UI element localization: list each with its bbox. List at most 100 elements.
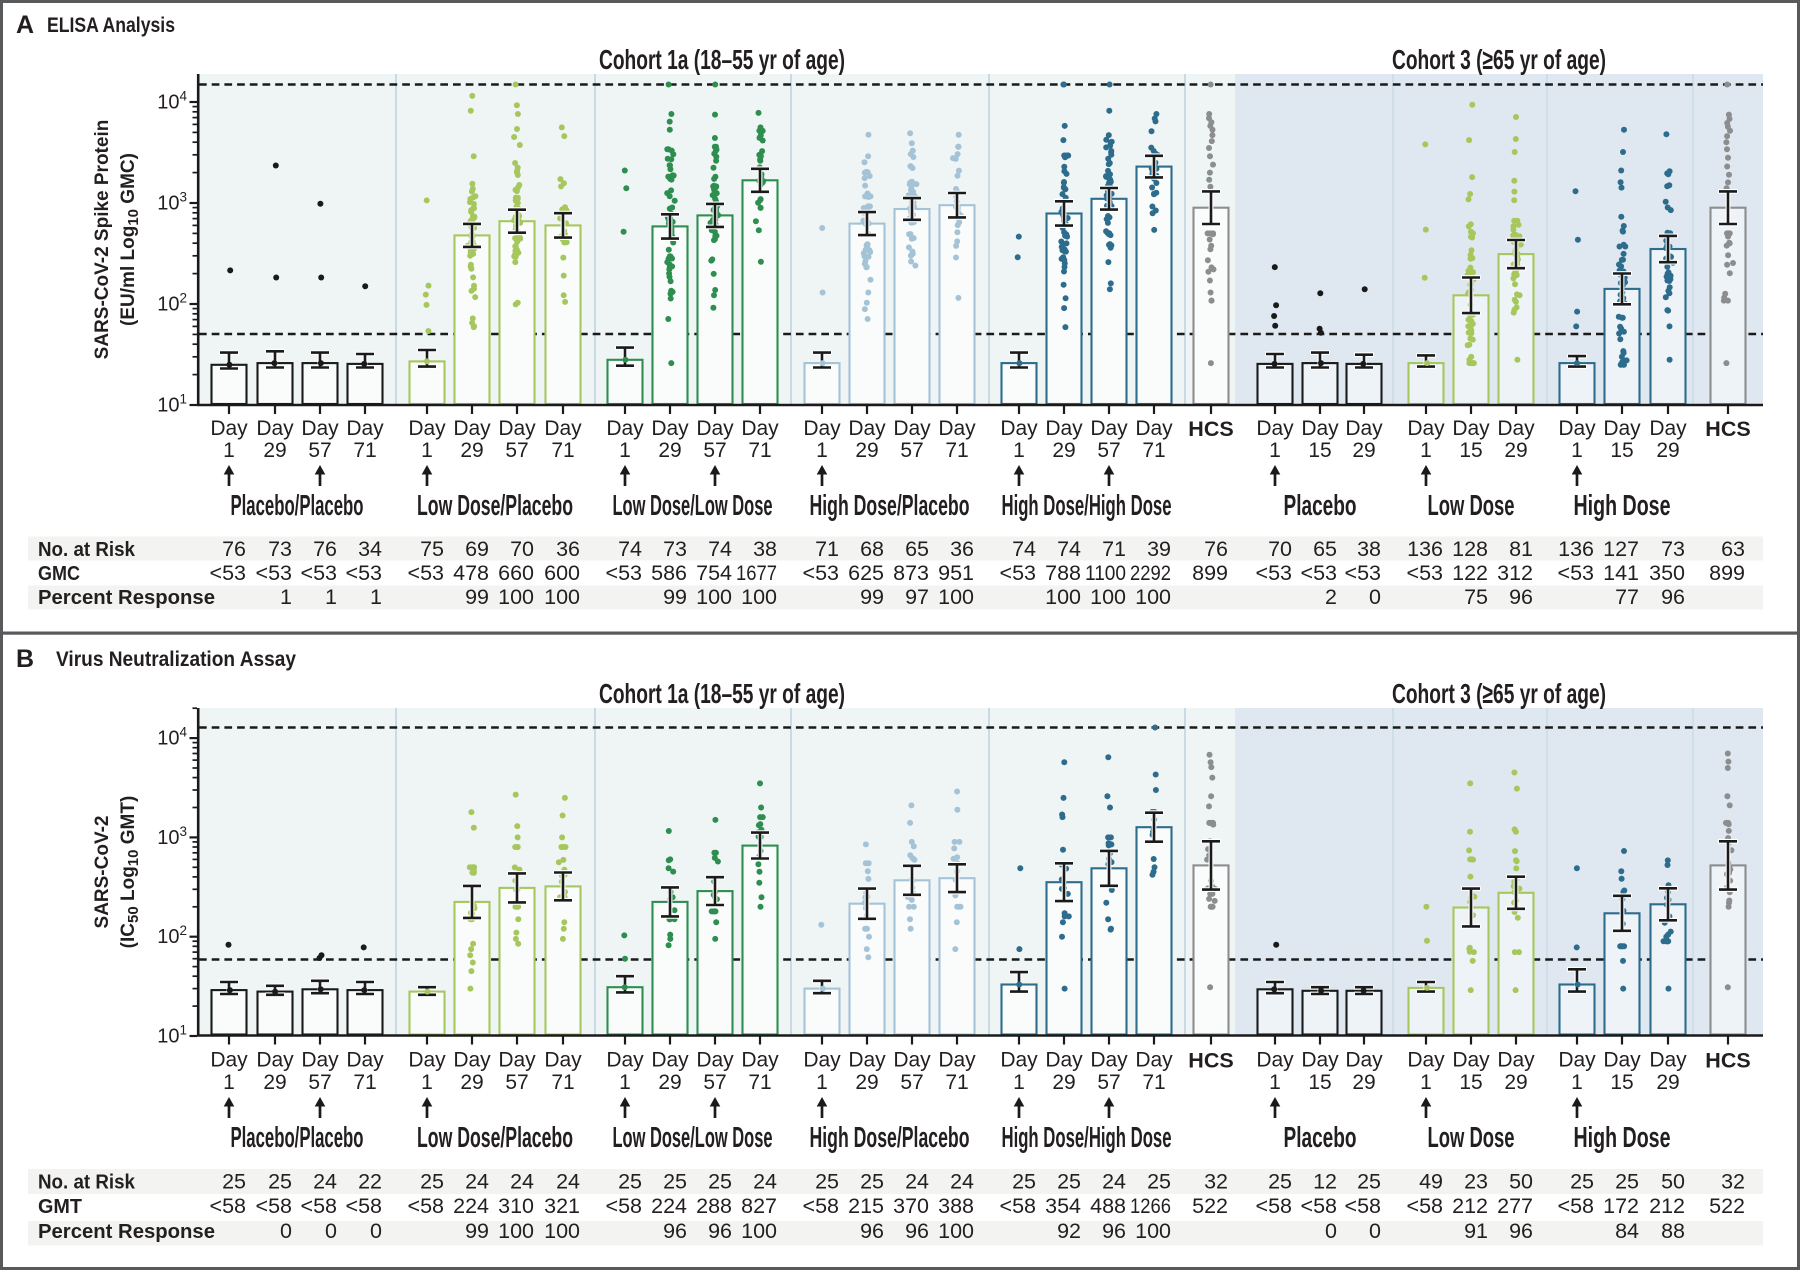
svg-text:100: 100 [1135,1219,1171,1243]
svg-text:128: 128 [1452,537,1488,561]
svg-text:71: 71 [945,1071,968,1094]
svg-text:Day: Day [1045,417,1083,440]
svg-text:370: 370 [893,1194,929,1218]
svg-text:0: 0 [1325,1219,1337,1243]
svg-text:High Dose: High Dose [1574,490,1671,522]
svg-text:96: 96 [1102,1219,1126,1243]
svg-text:76: 76 [313,537,337,561]
svg-text:Day: Day [606,417,644,440]
svg-text:25: 25 [1268,1170,1292,1194]
svg-text:212: 212 [1452,1194,1488,1218]
svg-text:29: 29 [1352,439,1375,462]
svg-text:1: 1 [1420,1071,1432,1094]
svg-text:1266: 1266 [1130,1194,1171,1218]
svg-text:High Dose/High Dose: High Dose/High Dose [1002,1122,1172,1154]
svg-text:Day: Day [1603,417,1641,440]
svg-text:1: 1 [1013,439,1025,462]
svg-text:488: 488 [1090,1194,1126,1218]
svg-text:57: 57 [1097,439,1120,462]
svg-text:24: 24 [465,1170,489,1194]
svg-text:Percent Response: Percent Response [38,1220,215,1243]
svg-text:1677: 1677 [736,561,777,585]
svg-text:24: 24 [556,1170,580,1194]
svg-text:Day: Day [1256,1049,1294,1072]
svg-text:Day: Day [498,417,536,440]
svg-text:Low Dose: Low Dose [1428,490,1515,522]
svg-text:Low Dose/Low Dose: Low Dose/Low Dose [613,490,773,522]
svg-text:81: 81 [1509,537,1533,561]
svg-text:Day: Day [1497,417,1535,440]
svg-text:71: 71 [748,1071,771,1094]
svg-text:Day: Day [1045,1049,1083,1072]
svg-text:478: 478 [453,561,489,585]
svg-text:71: 71 [353,439,376,462]
svg-text:625: 625 [848,561,884,585]
svg-text:Low Dose/Placebo: Low Dose/Placebo [417,1122,573,1154]
svg-text:57: 57 [900,1071,923,1094]
svg-text:57: 57 [308,439,331,462]
svg-text:Low Dose/Low Dose: Low Dose/Low Dose [613,1122,773,1154]
svg-text:<58: <58 [301,1194,338,1218]
svg-text:312: 312 [1497,561,1533,585]
svg-text:B: B [16,645,34,673]
svg-text:No. at Risk: No. at Risk [38,538,136,561]
svg-text:172: 172 [1603,1194,1639,1218]
svg-text:69: 69 [465,537,489,561]
svg-text:Day: Day [1345,1049,1383,1072]
svg-text:68: 68 [860,537,884,561]
svg-text:24: 24 [313,1170,337,1194]
svg-text:Day: Day [651,417,689,440]
svg-text:754: 754 [696,561,732,585]
svg-text:310: 310 [498,1194,534,1218]
svg-text:1: 1 [421,1071,433,1094]
svg-text:22: 22 [358,1170,382,1194]
svg-text:1: 1 [1420,439,1432,462]
svg-text:1: 1 [325,585,337,609]
svg-text:2: 2 [1325,585,1337,609]
svg-text:Placebo/Placebo: Placebo/Placebo [231,1122,364,1154]
svg-text:96: 96 [1509,585,1533,609]
svg-text:25: 25 [1357,1170,1381,1194]
svg-text:<53: <53 [301,561,338,585]
svg-text:57: 57 [703,439,726,462]
svg-text:Day: Day [453,1049,491,1072]
svg-text:36: 36 [556,537,580,561]
svg-text:High Dose/Placebo: High Dose/Placebo [810,490,970,522]
svg-text:15: 15 [1308,1071,1331,1094]
svg-text:Day: Day [1497,1049,1535,1072]
svg-text:<58: <58 [1345,1194,1382,1218]
svg-text:Day: Day [1558,417,1596,440]
svg-text:57: 57 [703,1071,726,1094]
svg-text:Day: Day [1649,1049,1687,1072]
svg-text:136: 136 [1407,537,1443,561]
svg-text:23: 23 [1464,1170,1488,1194]
svg-text:73: 73 [268,537,292,561]
svg-text:522: 522 [1192,1194,1228,1218]
svg-text:ELISA Analysis: ELISA Analysis [47,14,175,37]
svg-text:Day: Day [210,417,248,440]
svg-text:Day: Day [1301,417,1339,440]
svg-text:388: 388 [938,1194,974,1218]
svg-text:Day: Day [544,1049,582,1072]
svg-text:<53: <53 [1256,561,1293,585]
svg-text:36: 36 [950,537,974,561]
svg-text:0: 0 [1369,585,1381,609]
svg-text:Cohort 1a (18–55 yr of age): Cohort 1a (18–55 yr of age) [599,678,845,709]
svg-text:HCS: HCS [1705,1049,1750,1073]
svg-text:1: 1 [1269,1071,1281,1094]
svg-text:A: A [16,11,34,39]
svg-text:Day: Day [408,417,446,440]
svg-text:660: 660 [498,561,534,585]
svg-text:29: 29 [1052,1071,1075,1094]
svg-text:100: 100 [696,585,732,609]
svg-text:91: 91 [1464,1219,1488,1243]
svg-text:96: 96 [1509,1219,1533,1243]
svg-text:74: 74 [618,537,642,561]
svg-text:24: 24 [1102,1170,1126,1194]
svg-text:1: 1 [1269,439,1281,462]
svg-text:50: 50 [1509,1170,1533,1194]
svg-text:600: 600 [544,561,580,585]
svg-text:15: 15 [1610,1071,1633,1094]
svg-text:522: 522 [1709,1194,1745,1218]
svg-text:29: 29 [1656,1071,1679,1094]
